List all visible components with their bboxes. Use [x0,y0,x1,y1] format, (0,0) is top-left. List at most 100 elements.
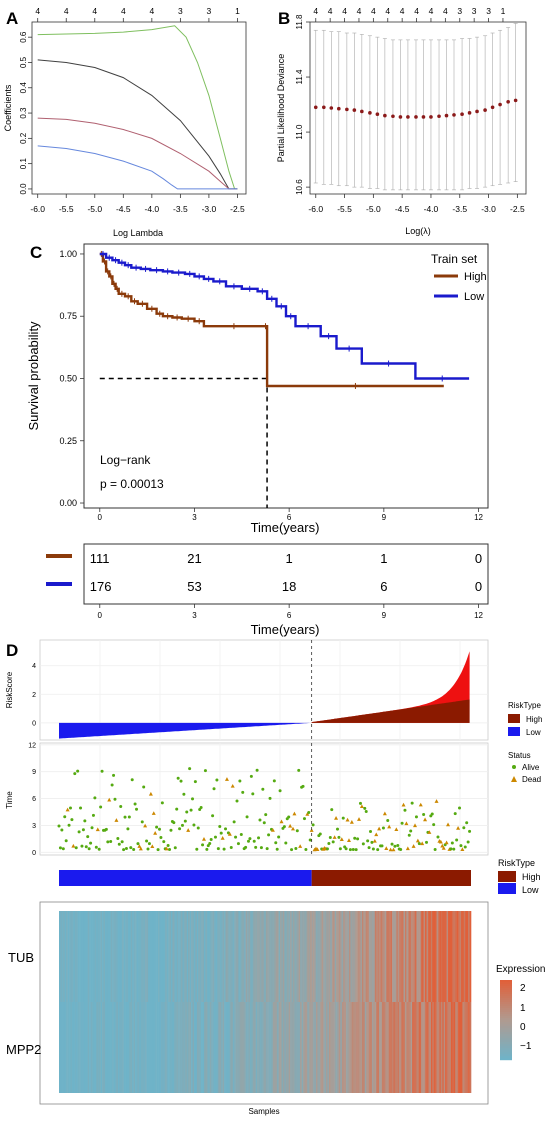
risk-table-xtick-label: 3 [192,611,197,620]
heatmap-cell [199,1002,202,1093]
time-point-dead [332,835,337,839]
heatmap-cell [410,911,413,1002]
panel-a-ylabel: Coefficients [3,84,13,131]
heatmap-cell [394,911,397,1002]
time-point-alive [212,787,216,791]
heatmap-cell [356,1002,358,1093]
heatmap-cell [178,1002,180,1093]
time-point-alive [356,837,360,841]
heatmap-cell [317,1002,320,1093]
time-point-alive [176,776,180,780]
panel-a-toptick-label: 4 [64,6,69,16]
heatmap-legend-gradient-step [500,1024,512,1027]
riskscore-low-area [59,722,312,739]
panel-a-toptick-label: 4 [149,6,154,16]
time-point-dead [71,843,76,848]
heatmap-cell [370,1002,373,1093]
panel-a-toptick-label: 4 [35,6,40,16]
time-point-dead [405,846,410,851]
heatmap-cell [156,911,159,1002]
time-point-alive [410,801,414,805]
time-point-dead [339,837,344,842]
heatmap-cell [469,911,472,1002]
time-point-alive [297,768,301,772]
heatmap-cell [323,911,325,1002]
panel-b-point [483,108,487,112]
heatmap-cell [344,1002,347,1093]
panel-b-point [490,105,495,110]
heatmap-cell [179,911,182,1002]
heatmap-cell [221,911,223,1002]
time-point-dead [349,820,354,824]
time-point-alive [67,823,71,827]
time-point-alive [206,844,210,848]
heatmap-cell [143,911,146,1002]
heatmap-cell [69,1002,71,1093]
heatmap-legend-gradient-step [500,1050,512,1053]
time-point-alive [455,838,459,842]
panel-b-point [444,113,449,118]
heatmap-cell [371,911,374,1002]
heatmap-cell [371,1002,374,1093]
panel-b-point [360,109,364,114]
riskscore-ytick-label: 2 [32,692,36,699]
heatmap-cell [139,911,142,1002]
heatmap-cell [145,911,147,1002]
heatmap-cell [347,1002,350,1093]
heatmap-cell [420,911,423,1002]
time-point-alive [168,847,172,851]
time-point-alive [191,797,195,801]
heatmap-cell [254,1002,256,1093]
heatmap-cell [80,911,83,1002]
heatmap-frame [39,901,489,1105]
panel-a-toptick-label: 3 [207,6,212,16]
heatmap-cell [218,1002,221,1093]
heatmap-cell [307,1002,310,1093]
heatmap-cell [155,911,157,1002]
panel-b-point [513,98,518,103]
time-point-dead [413,823,418,828]
heatmap-cell [419,911,422,1002]
heatmap-cell [123,1002,126,1093]
time-point-alive [358,801,362,805]
panel-a-xtick-label: -3.5 [173,204,188,214]
time-point-alive [192,823,196,827]
heatmap-cell [290,1002,292,1093]
panel-b-ytick-label: 11.8 [295,14,304,30]
risk-table-xtick-label: 9 [382,611,387,620]
time-point-dead [382,811,387,816]
heatmap-cell [234,911,236,1002]
heatmap-cell [142,1002,144,1093]
heatmap-cell [127,1002,130,1093]
heatmap-cell [343,911,345,1002]
heatmap-cell [458,911,460,1002]
panel-d-heatmap: TUB MPP2 Samples Expression 2 1 0 −1 [6,901,545,1116]
heatmap-cell [460,911,463,1002]
heatmap-cell [133,911,136,1002]
time-point-alive [318,832,322,836]
panel-b-ytick-label: 11.4 [295,69,304,85]
panel-c-xticks: 0 3 6 9 12 [98,508,484,522]
heatmap-cell [186,1002,189,1093]
time-point-alive [393,844,397,848]
time-point-dead [334,816,339,820]
heatmap-legend-gradient-step [500,980,512,983]
panel-c-legend-high: High [464,271,487,283]
heatmap-cell [392,1002,394,1093]
panel-a-xtick-label: -4.0 [145,204,160,214]
heatmap-cell [343,1002,345,1093]
heatmap-cell [287,1002,289,1093]
heatmap-cell [384,1002,387,1093]
time-point-alive [255,768,259,772]
time-point-alive [195,847,199,851]
time-point-dead [427,830,432,834]
heatmap-cell [440,911,443,1002]
heatmap-cell [81,911,84,1002]
heatmap-cell [87,911,90,1002]
risk-table-xtick-label: 12 [474,611,483,620]
panel-b-point [391,114,395,119]
heatmap-cell [116,1002,119,1093]
panel-c-curve-low [99,252,470,380]
heatmap-cell [258,1002,261,1093]
heatmap-cell [229,1002,232,1093]
